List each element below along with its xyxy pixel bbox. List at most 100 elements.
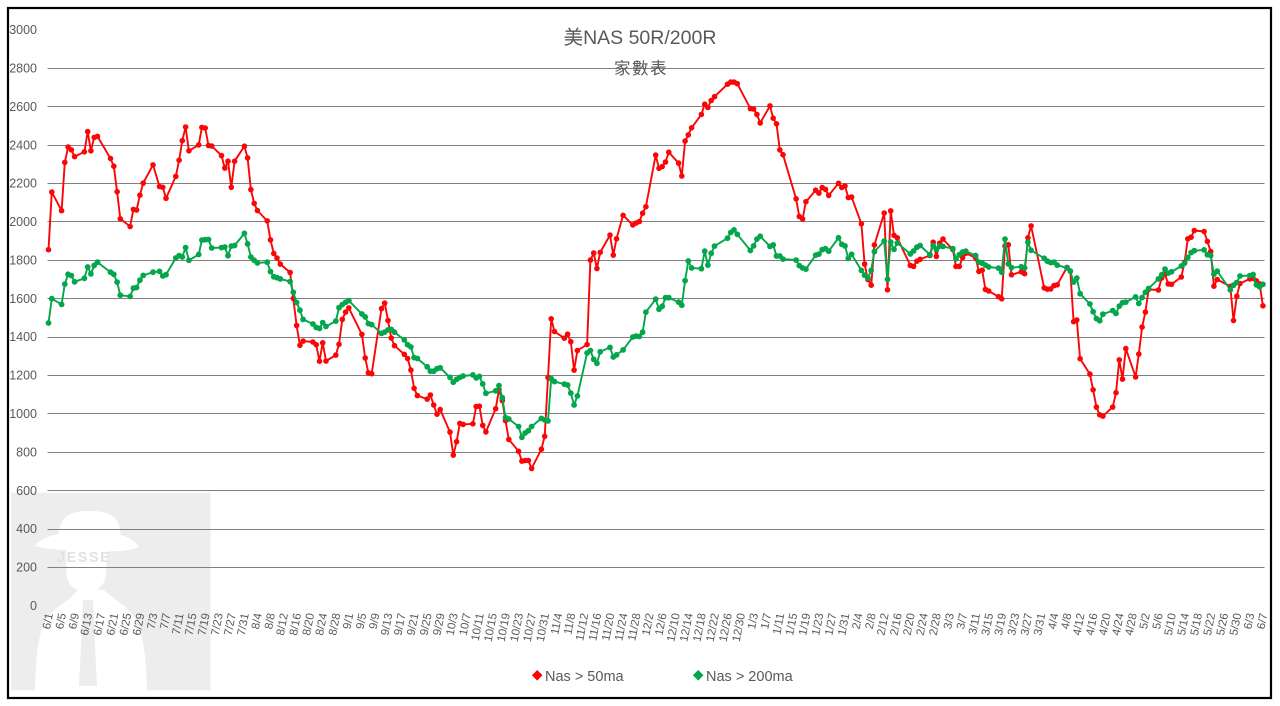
svg-text:3/7: 3/7 xyxy=(955,612,970,630)
svg-text:JESSE: JESSE xyxy=(57,550,111,566)
svg-text:9/29: 9/29 xyxy=(432,612,448,636)
svg-text:12/14: 12/14 xyxy=(678,612,695,643)
svg-text:2/16: 2/16 xyxy=(889,612,905,636)
svg-text:0: 0 xyxy=(30,599,37,613)
svg-text:200: 200 xyxy=(16,561,37,575)
svg-text:6/29: 6/29 xyxy=(131,612,147,636)
svg-text:6/25: 6/25 xyxy=(118,612,134,636)
svg-text:4/16: 4/16 xyxy=(1084,612,1100,636)
svg-text:12/10: 12/10 xyxy=(665,612,682,643)
svg-text:7/11: 7/11 xyxy=(171,612,187,635)
svg-text:2600: 2600 xyxy=(9,100,37,114)
svg-text:3/31: 3/31 xyxy=(1032,612,1048,636)
svg-text:1/31: 1/31 xyxy=(836,612,852,636)
svg-text:3000: 3000 xyxy=(9,23,37,37)
svg-text:6/1: 6/1 xyxy=(41,612,56,630)
svg-text:800: 800 xyxy=(16,445,37,459)
svg-text:10/31: 10/31 xyxy=(535,612,552,643)
svg-text:2/8: 2/8 xyxy=(864,612,879,630)
svg-text:10/7: 10/7 xyxy=(458,612,474,636)
svg-text:7/19: 7/19 xyxy=(197,612,213,636)
svg-text:1/23: 1/23 xyxy=(810,612,826,636)
svg-text:8/24: 8/24 xyxy=(314,612,330,637)
svg-text:1200: 1200 xyxy=(9,369,37,383)
svg-text:10/11: 10/11 xyxy=(470,612,487,642)
svg-text:3/27: 3/27 xyxy=(1019,612,1035,636)
svg-text:8/28: 8/28 xyxy=(327,612,343,636)
svg-text:7/15: 7/15 xyxy=(183,612,199,636)
svg-text:家數表: 家數表 xyxy=(614,59,668,78)
svg-text:6/21: 6/21 xyxy=(105,612,121,636)
svg-text:11/8: 11/8 xyxy=(562,612,578,635)
svg-text:5/26: 5/26 xyxy=(1215,612,1231,636)
svg-text:5/18: 5/18 xyxy=(1189,612,1205,636)
svg-text:8/4: 8/4 xyxy=(250,612,265,631)
svg-text:6/7: 6/7 xyxy=(1256,612,1271,630)
svg-text:9/17: 9/17 xyxy=(392,612,408,636)
svg-text:9/21: 9/21 xyxy=(405,612,421,636)
svg-text:5/14: 5/14 xyxy=(1176,612,1192,637)
svg-text:Nas > 50ma: Nas > 50ma xyxy=(545,669,625,685)
svg-text:2000: 2000 xyxy=(9,215,37,229)
svg-text:400: 400 xyxy=(16,522,37,536)
svg-text:3/23: 3/23 xyxy=(1006,612,1022,636)
svg-text:2/4: 2/4 xyxy=(851,612,866,631)
svg-text:2/28: 2/28 xyxy=(928,612,944,636)
svg-text:11/28: 11/28 xyxy=(626,612,643,642)
svg-text:11/4: 11/4 xyxy=(549,612,565,636)
svg-text:2/20: 2/20 xyxy=(902,612,918,636)
svg-text:5/6: 5/6 xyxy=(1151,612,1166,630)
svg-text:6/3: 6/3 xyxy=(1242,612,1257,630)
svg-text:6/17: 6/17 xyxy=(92,612,108,636)
svg-text:1400: 1400 xyxy=(9,330,37,344)
svg-text:美NAS 50R/200R: 美NAS 50R/200R xyxy=(564,27,717,49)
svg-text:9/13: 9/13 xyxy=(379,612,395,636)
svg-text:1/15: 1/15 xyxy=(784,612,800,636)
svg-text:12/22: 12/22 xyxy=(705,612,722,643)
svg-text:10/27: 10/27 xyxy=(522,612,539,643)
svg-text:9/25: 9/25 xyxy=(419,612,435,636)
svg-text:6/13: 6/13 xyxy=(79,612,95,636)
svg-text:7/27: 7/27 xyxy=(223,612,239,636)
svg-text:Nas > 200ma: Nas > 200ma xyxy=(706,669,794,685)
svg-text:10/19: 10/19 xyxy=(496,612,513,643)
svg-text:2/24: 2/24 xyxy=(915,612,931,637)
svg-text:600: 600 xyxy=(16,484,37,498)
svg-text:5/10: 5/10 xyxy=(1163,612,1179,636)
svg-text:5/30: 5/30 xyxy=(1228,612,1244,636)
svg-text:12/18: 12/18 xyxy=(692,612,709,643)
svg-text:8/16: 8/16 xyxy=(288,612,304,636)
svg-text:2400: 2400 xyxy=(9,138,37,152)
svg-text:11/20: 11/20 xyxy=(600,612,617,642)
svg-text:6/5: 6/5 xyxy=(54,612,69,630)
svg-text:4/24: 4/24 xyxy=(1111,612,1127,637)
svg-text:9/5: 9/5 xyxy=(355,612,370,630)
svg-text:12/6: 12/6 xyxy=(654,612,670,636)
svg-text:4/8: 4/8 xyxy=(1060,612,1075,630)
svg-text:2200: 2200 xyxy=(9,177,37,191)
svg-text:12/26: 12/26 xyxy=(718,612,735,643)
svg-text:4/12: 4/12 xyxy=(1071,612,1087,636)
svg-text:2800: 2800 xyxy=(9,62,37,76)
svg-text:9/1: 9/1 xyxy=(341,612,356,630)
svg-text:4/28: 4/28 xyxy=(1124,612,1140,636)
svg-text:12/2: 12/2 xyxy=(641,612,657,636)
svg-text:1/19: 1/19 xyxy=(797,612,813,636)
svg-text:4/4: 4/4 xyxy=(1047,612,1062,631)
svg-text:11/16: 11/16 xyxy=(587,612,604,642)
svg-text:7/31: 7/31 xyxy=(236,612,252,636)
svg-text:2/12: 2/12 xyxy=(876,612,892,636)
svg-text:1000: 1000 xyxy=(9,407,37,421)
svg-text:10/3: 10/3 xyxy=(445,612,461,636)
svg-text:6/9: 6/9 xyxy=(67,612,82,630)
svg-text:5/2: 5/2 xyxy=(1138,612,1153,630)
svg-text:1/3: 1/3 xyxy=(746,612,761,630)
svg-text:4/20: 4/20 xyxy=(1098,612,1114,636)
svg-text:8/8: 8/8 xyxy=(263,612,278,630)
svg-text:3/3: 3/3 xyxy=(942,612,957,630)
svg-text:10/23: 10/23 xyxy=(509,612,526,643)
svg-text:10/15: 10/15 xyxy=(483,612,500,643)
svg-text:1/11: 1/11 xyxy=(771,612,787,635)
svg-text:11/24: 11/24 xyxy=(613,612,630,642)
svg-text:5/22: 5/22 xyxy=(1202,612,1218,636)
